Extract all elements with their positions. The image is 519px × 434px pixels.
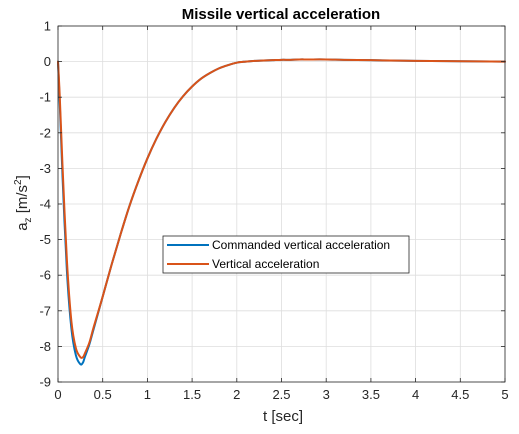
y-tick-label: -1 [39,90,51,105]
y-tick-label: 1 [44,19,51,34]
y-tick-label: -9 [39,375,51,390]
y-tick-label: -4 [39,197,51,212]
y-tick-label: -3 [39,161,51,176]
series-line-vertical [57,58,506,359]
legend-label-vertical: Vertical acceleration [212,257,319,271]
y-tick-label: -7 [39,303,51,318]
y-tick-label: -5 [39,232,51,247]
x-tick-label: 2.5 [272,387,290,402]
y-tick-label: 0 [44,54,51,69]
y-axis-label-unit: [m/s [14,185,31,218]
y-axis-label-subscript: z [23,217,34,222]
series-group [57,58,506,366]
y-axis-label-main: a [14,222,31,231]
x-tick-label: 1.5 [183,387,201,402]
y-tick-labels: -9 -8 -7 -6 -5 -4 -3 -2 -1 0 1 [39,19,51,390]
y-axis-label-unit-close: ] [14,175,31,179]
x-tick-label: 3 [323,387,330,402]
x-tick-label: 0.5 [94,387,112,402]
y-axis-label-superscript: 2 [13,179,24,185]
chart-title: Missile vertical acceleration [182,6,380,23]
x-axis-label: t [sec] [263,408,303,425]
x-tick-label: 4.5 [451,387,469,402]
x-tick-label: 1 [144,387,151,402]
x-tick-labels: 0 0.5 1 1.5 2 2.5 3 3.5 4 4.5 5 [54,387,508,402]
y-tick-label: -8 [39,339,51,354]
x-tick-label: 5 [501,387,508,402]
axis-ticks [57,25,506,383]
x-tick-label: 2 [233,387,240,402]
legend-label-commanded: Commanded vertical acceleration [212,238,390,252]
x-tick-label: 4 [412,387,419,402]
x-tick-label: 0 [54,387,61,402]
y-axis-label: az [m/s2] [13,175,34,231]
legend: Commanded vertical acceleration Vertical… [162,235,410,274]
y-tick-label: -6 [39,268,51,283]
x-tick-label: 3.5 [362,387,380,402]
legend-box [162,235,410,274]
y-tick-label: -2 [39,125,51,140]
